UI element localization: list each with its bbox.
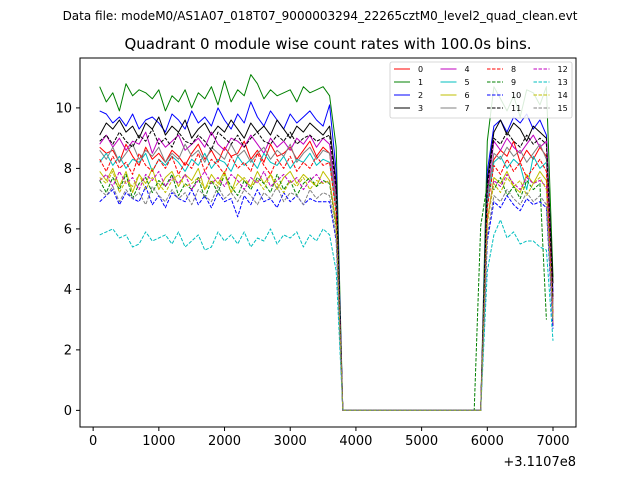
legend-label-14: 14: [558, 91, 568, 100]
chart-title: Quadrant 0 module wise count rates with …: [124, 35, 531, 53]
x-tick-label: 1000: [142, 434, 175, 449]
series-line-14: [99, 170, 554, 411]
x-tick-label: 5000: [405, 434, 438, 449]
x-tick-label: 0: [89, 434, 97, 449]
legend-label-6: 6: [465, 91, 470, 100]
series-line-9: [99, 173, 547, 411]
legend-label-1: 1: [418, 78, 423, 87]
series-line-11: [99, 128, 554, 411]
legend-label-15: 15: [558, 104, 568, 113]
y-tick-label: 6: [64, 222, 72, 237]
axis-layer: 0 1000 2000 3000 4000 5000 6000 7000 0 2 4 6 8 10: [55, 101, 569, 449]
x-offset-label: +3.1107e8: [503, 455, 576, 470]
legend-label-3: 3: [418, 104, 423, 113]
legend-label-13: 13: [558, 78, 568, 87]
legend-box: [389, 61, 573, 119]
x-tick-label: 7000: [536, 434, 569, 449]
series-line-15: [99, 186, 554, 411]
legend-label-4: 4: [465, 65, 470, 74]
x-tick-label: 4000: [339, 434, 372, 449]
legend-label-9: 9: [511, 78, 516, 87]
y-tick-label: 4: [64, 283, 72, 298]
x-tick-label: 6000: [471, 434, 504, 449]
legend-label-8: 8: [511, 65, 516, 74]
legend-label-11: 11: [511, 104, 521, 113]
legend-label-7: 7: [465, 104, 470, 113]
legend-label-12: 12: [558, 65, 568, 74]
y-tick-label: 10: [55, 101, 72, 116]
legend-label-10: 10: [511, 91, 521, 100]
legend-label-0: 0: [418, 65, 423, 74]
y-tick-label: 0: [64, 404, 72, 419]
data-file-label: Data file: modeM0/AS1A07_018T07_90000032…: [63, 9, 578, 23]
series-layer: [99, 74, 554, 411]
x-tick-label: 2000: [208, 434, 241, 449]
x-tick-label: 3000: [274, 434, 307, 449]
legend-label-5: 5: [465, 78, 470, 87]
plot-frame: [79, 57, 577, 428]
y-tick-label: 8: [64, 162, 72, 177]
legend-label-2: 2: [418, 91, 423, 100]
y-tick-label: 2: [64, 343, 72, 358]
